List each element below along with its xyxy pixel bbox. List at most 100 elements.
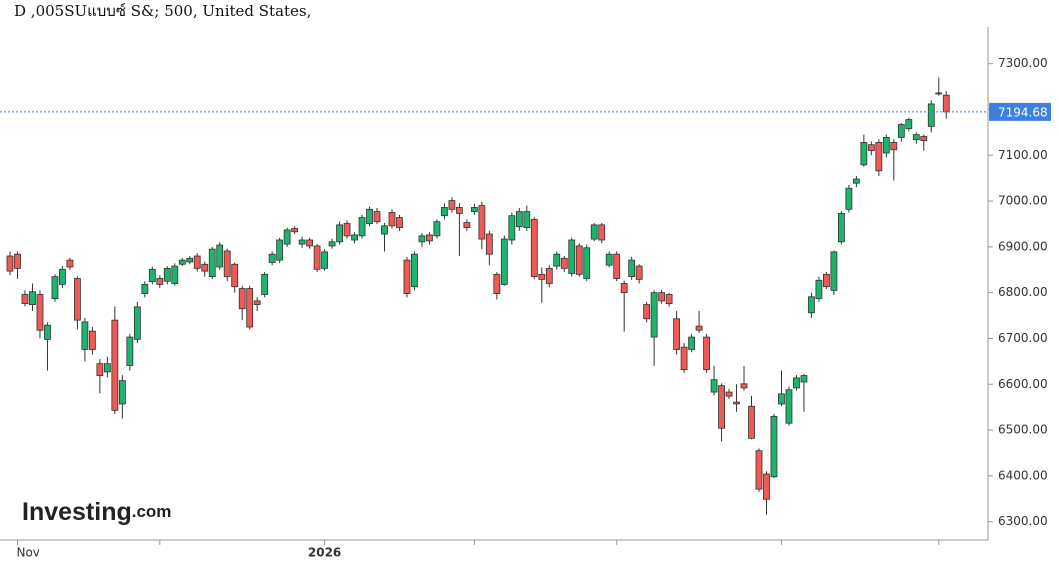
- candle-body: [313, 245, 321, 270]
- candle-body: [148, 268, 156, 283]
- candle-body: [778, 393, 785, 405]
- candle-body: [710, 379, 718, 393]
- y-tick-label: 7000.00: [998, 194, 1048, 208]
- x-tick-label: 2026: [308, 546, 341, 560]
- candle-body: [568, 239, 576, 274]
- candle-body: [455, 207, 463, 214]
- x-tick-label: Nov: [16, 546, 39, 560]
- candle-body: [523, 211, 531, 229]
- candle-body: [351, 234, 358, 241]
- candle-body: [665, 294, 673, 305]
- candle-body: [14, 253, 21, 269]
- candle-body: [246, 288, 254, 328]
- candle-body: [515, 211, 523, 228]
- candle-body: [808, 296, 815, 314]
- y-tick-label: 6400.00: [998, 468, 1048, 482]
- y-tick-label: 6700.00: [998, 331, 1048, 345]
- candle-body: [673, 318, 681, 350]
- candle-body: [291, 228, 299, 233]
- candle-body: [837, 213, 845, 243]
- candle-body: [261, 273, 269, 295]
- candle-body: [935, 92, 943, 95]
- candle-body: [381, 225, 388, 235]
- candle-body: [343, 223, 351, 237]
- candle-body: [448, 200, 456, 210]
- candle-body: [193, 255, 201, 269]
- candle-body: [718, 385, 725, 429]
- candle-body: [688, 336, 695, 350]
- candle-body: [336, 224, 343, 243]
- candle-body: [882, 136, 890, 154]
- candle-body: [815, 279, 823, 300]
- candle-body: [912, 134, 920, 141]
- candle-body: [103, 363, 111, 373]
- y-tick-label: 6900.00: [998, 239, 1048, 253]
- candle-body: [238, 288, 246, 310]
- candle-body: [830, 251, 838, 291]
- y-tick-label: 6600.00: [998, 377, 1048, 391]
- candle-body: [927, 103, 935, 127]
- candle-body: [231, 263, 239, 288]
- candle-body: [111, 319, 119, 411]
- watermark-suffix: .com: [132, 502, 172, 521]
- y-tick-label: 6300.00: [998, 514, 1048, 528]
- candle-body: [845, 187, 853, 210]
- candle-body: [725, 391, 733, 397]
- candle-body: [59, 268, 66, 285]
- candle-body: [36, 294, 44, 331]
- candle-body: [88, 330, 96, 350]
- candle-body: [770, 415, 778, 478]
- candle-body: [942, 94, 950, 113]
- candle-body: [253, 300, 261, 305]
- watermark-main: Investing: [22, 498, 132, 526]
- candle-body: [852, 178, 860, 184]
- candle-body: [635, 265, 643, 280]
- candle-body: [590, 224, 598, 240]
- candle-body: [81, 321, 89, 350]
- y-tick-label: 6500.00: [998, 423, 1048, 437]
- candle-body: [800, 375, 808, 383]
- candle-body: [560, 257, 568, 269]
- candle-body: [793, 377, 800, 389]
- candle-body: [163, 267, 171, 282]
- candle-body: [785, 389, 793, 424]
- candle-body: [613, 253, 621, 279]
- candle-body: [178, 259, 186, 265]
- candle-body: [575, 245, 583, 275]
- candle-body: [216, 244, 224, 268]
- candle-body: [373, 211, 381, 223]
- candle-body: [268, 253, 276, 263]
- candle-body: [396, 217, 403, 229]
- candle-body: [426, 234, 433, 242]
- candle-body: [598, 224, 606, 241]
- candle-body: [823, 273, 830, 288]
- current-price-label: 7194.68: [998, 105, 1048, 119]
- candle-body: [306, 239, 314, 247]
- candle-body: [748, 405, 755, 439]
- candle-body: [171, 265, 179, 284]
- candle-body: [890, 142, 898, 151]
- candle-body: [141, 284, 149, 294]
- candle-body: [905, 119, 913, 130]
- chart-title: D ,005SUแบบซ์ S&; 500, United States,: [14, 2, 311, 20]
- candle-body: [403, 259, 411, 294]
- candle-body: [628, 259, 636, 278]
- candle-body: [740, 383, 748, 389]
- candle-body: [133, 306, 141, 340]
- candle-body: [208, 248, 216, 278]
- candle-body: [21, 294, 29, 305]
- candle-body: [650, 292, 658, 338]
- candle-body: [867, 144, 875, 152]
- candle-body: [545, 267, 553, 284]
- candle-body: [763, 473, 770, 500]
- candle-body: [298, 239, 306, 245]
- candle-body: [500, 238, 508, 285]
- candle-body: [620, 283, 628, 294]
- candle-body: [321, 251, 328, 269]
- candle-body: [703, 336, 710, 371]
- candle-body: [44, 324, 51, 340]
- y-tick-label: 6800.00: [998, 285, 1048, 299]
- candle-body: [530, 218, 538, 278]
